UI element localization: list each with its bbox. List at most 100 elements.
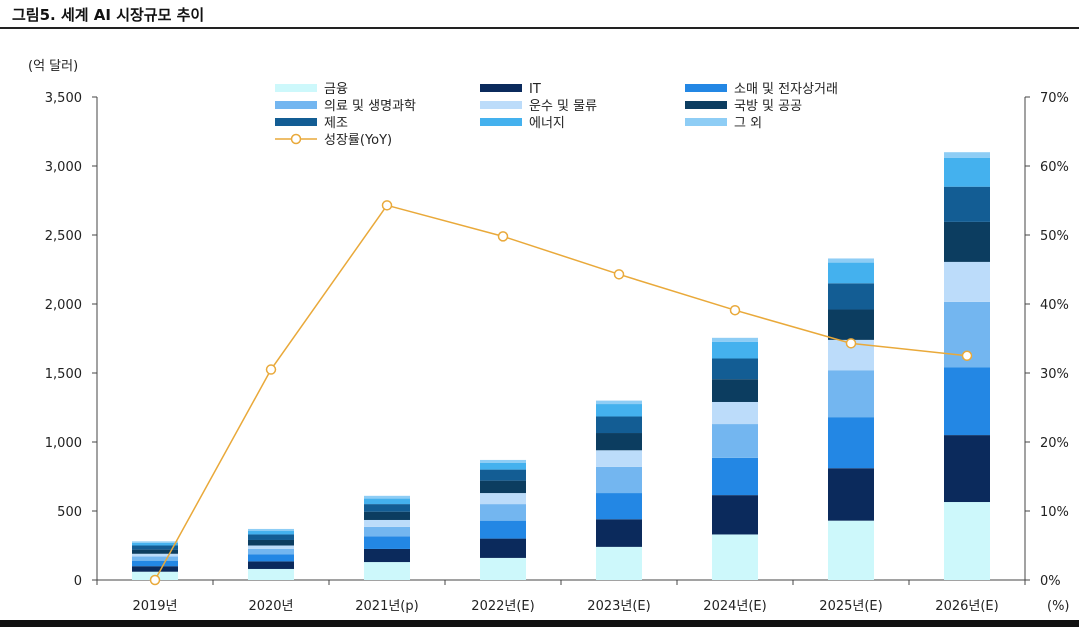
bar-segment <box>364 548 410 563</box>
bar-segment <box>596 546 642 580</box>
x-tick-label: 2025년(E) <box>819 599 882 614</box>
x-tick-label: 2020년 <box>248 599 293 614</box>
growth-point <box>265 364 277 375</box>
bar-segment <box>944 157 990 187</box>
chart-axes: 0 500 1,000 1,500 2,000 2,500 3,000 3,500 0% 10% 2… <box>28 59 1070 614</box>
bar-segment <box>480 480 526 494</box>
bar-stack <box>132 541 178 580</box>
legend-line-marker <box>290 133 302 145</box>
bar-segment <box>480 459 526 463</box>
legend-swatch <box>685 84 727 92</box>
x-tick-label: 2021년(p) <box>355 599 418 614</box>
bar-stack <box>596 400 642 580</box>
bar-segment <box>132 549 178 554</box>
bar-segment <box>248 545 294 549</box>
bar-segment <box>712 534 758 580</box>
bar-segment <box>480 538 526 558</box>
bar-segment <box>364 562 410 580</box>
bar-segment <box>596 400 642 405</box>
figure-title: 그림5. 세계 AI 시장규모 추이 <box>12 6 205 24</box>
y-axis-label: (억 달러) <box>28 59 78 74</box>
bar-segment <box>132 542 178 546</box>
bar-segment <box>828 468 874 521</box>
growth-rate-series <box>149 200 973 586</box>
bar-segment <box>248 568 294 580</box>
bar-segment <box>944 261 990 302</box>
bar-segment <box>828 417 874 469</box>
bar-segment <box>596 519 642 547</box>
y2-tick-label: 70% <box>1040 91 1069 106</box>
bar-segment <box>248 561 294 569</box>
growth-point <box>845 338 857 349</box>
bar-stack <box>944 152 990 580</box>
growth-point <box>613 269 625 280</box>
bar-segment <box>596 404 642 417</box>
y2-tick-label: 10% <box>1040 505 1069 520</box>
y-tick-label: 500 <box>57 505 82 520</box>
legend-label: 소매 및 전자상거래 <box>734 82 838 97</box>
bar-stacks <box>132 152 990 580</box>
y2-tick-label: 50% <box>1040 229 1069 244</box>
growth-point <box>961 350 973 361</box>
bar-segment <box>248 554 294 562</box>
y-tick-label: 3,500 <box>45 91 82 106</box>
legend-swatch <box>275 101 317 109</box>
legend-swatch <box>480 101 522 109</box>
y-tick-label: 1,500 <box>45 367 82 382</box>
legend-swatch <box>275 118 317 126</box>
bar-stack <box>480 459 526 580</box>
bar-segment <box>248 534 294 540</box>
bar-segment <box>364 526 410 537</box>
growth-point <box>729 304 741 316</box>
bar-segment <box>132 566 178 572</box>
bar-segment <box>364 536 410 549</box>
legend-label: 국방 및 공공 <box>734 99 802 114</box>
bar-segment <box>248 531 294 535</box>
legend-swatch <box>480 84 522 92</box>
growth-point <box>149 574 161 586</box>
legend-label: IT <box>529 82 541 97</box>
bar-segment <box>480 462 526 470</box>
y2-axis-label: (%) <box>1047 599 1070 614</box>
bar-stack <box>712 337 758 580</box>
bottom-divider <box>0 620 1079 627</box>
bar-segment <box>944 152 990 158</box>
legend-swatch <box>685 118 727 126</box>
x-tick-label: 2026년(E) <box>935 599 998 614</box>
bar-segment <box>480 557 526 580</box>
x-tick-label: 2022년(E) <box>471 599 534 614</box>
bar-segment <box>712 379 758 402</box>
y2-tick-label: 40% <box>1040 298 1069 313</box>
bar-segment <box>248 539 294 546</box>
bar-segment <box>712 424 758 458</box>
bar-segment <box>944 186 990 222</box>
title-divider <box>0 27 1079 29</box>
legend-label: 그 외 <box>734 116 762 131</box>
bar-segment <box>712 358 758 380</box>
legend-swatch <box>480 118 522 126</box>
bar-segment <box>828 370 874 418</box>
bar-segment <box>364 504 410 512</box>
y2-tick-label: 60% <box>1040 160 1069 175</box>
y2-tick-label: 0% <box>1040 574 1061 589</box>
bar-segment <box>132 545 178 550</box>
bar-segment <box>828 262 874 284</box>
bar-segment <box>596 416 642 434</box>
y-tick-label: 1,000 <box>45 436 82 451</box>
growth-line-path <box>154 204 968 581</box>
bar-segment <box>828 309 874 340</box>
legend-label: 운수 및 물류 <box>529 99 597 114</box>
legend-label: 금융 <box>324 82 348 97</box>
bar-segment <box>712 337 758 342</box>
bar-stack <box>828 258 874 580</box>
bar-segment <box>828 520 874 580</box>
bar-segment <box>364 511 410 520</box>
bar-segment <box>828 258 874 263</box>
y2-tick-label: 30% <box>1040 367 1069 382</box>
x-tick-label: 2019년 <box>132 599 177 614</box>
bar-segment <box>944 367 990 436</box>
bar-segment <box>712 495 758 535</box>
legend-label: 에너지 <box>529 116 565 131</box>
bar-segment <box>480 504 526 521</box>
